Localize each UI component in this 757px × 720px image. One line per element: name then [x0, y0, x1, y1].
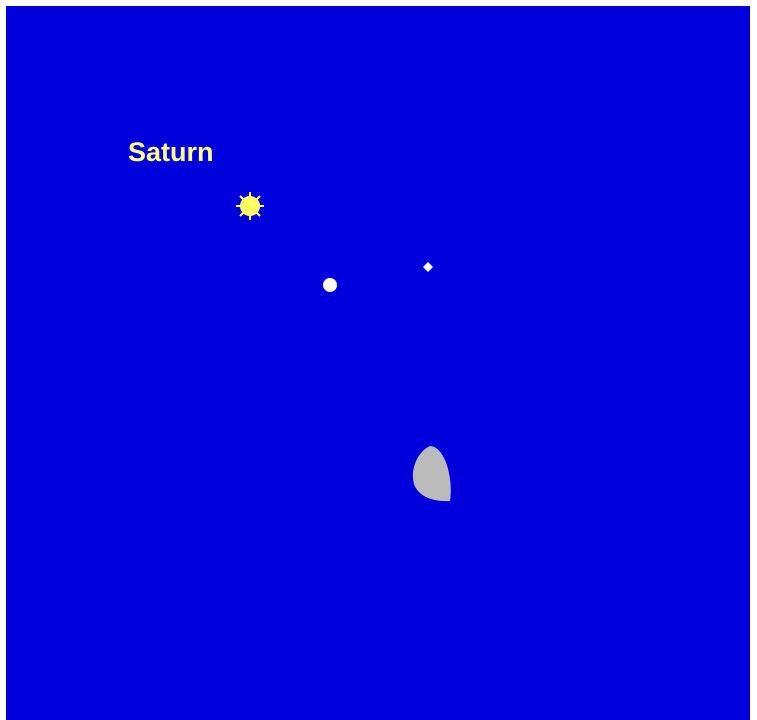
body: Saturn (() => { const data = JSON.parse(… [0, 0, 757, 720]
planet-disc [240, 196, 260, 216]
star [323, 278, 337, 292]
sky-view: Saturn [0, 0, 757, 720]
sky-background [6, 6, 750, 720]
planet-label: Saturn [128, 137, 214, 167]
page: {"labels": {"planet": "Saturn"}} html, b… [0, 0, 757, 720]
saturn-icon [236, 192, 264, 220]
